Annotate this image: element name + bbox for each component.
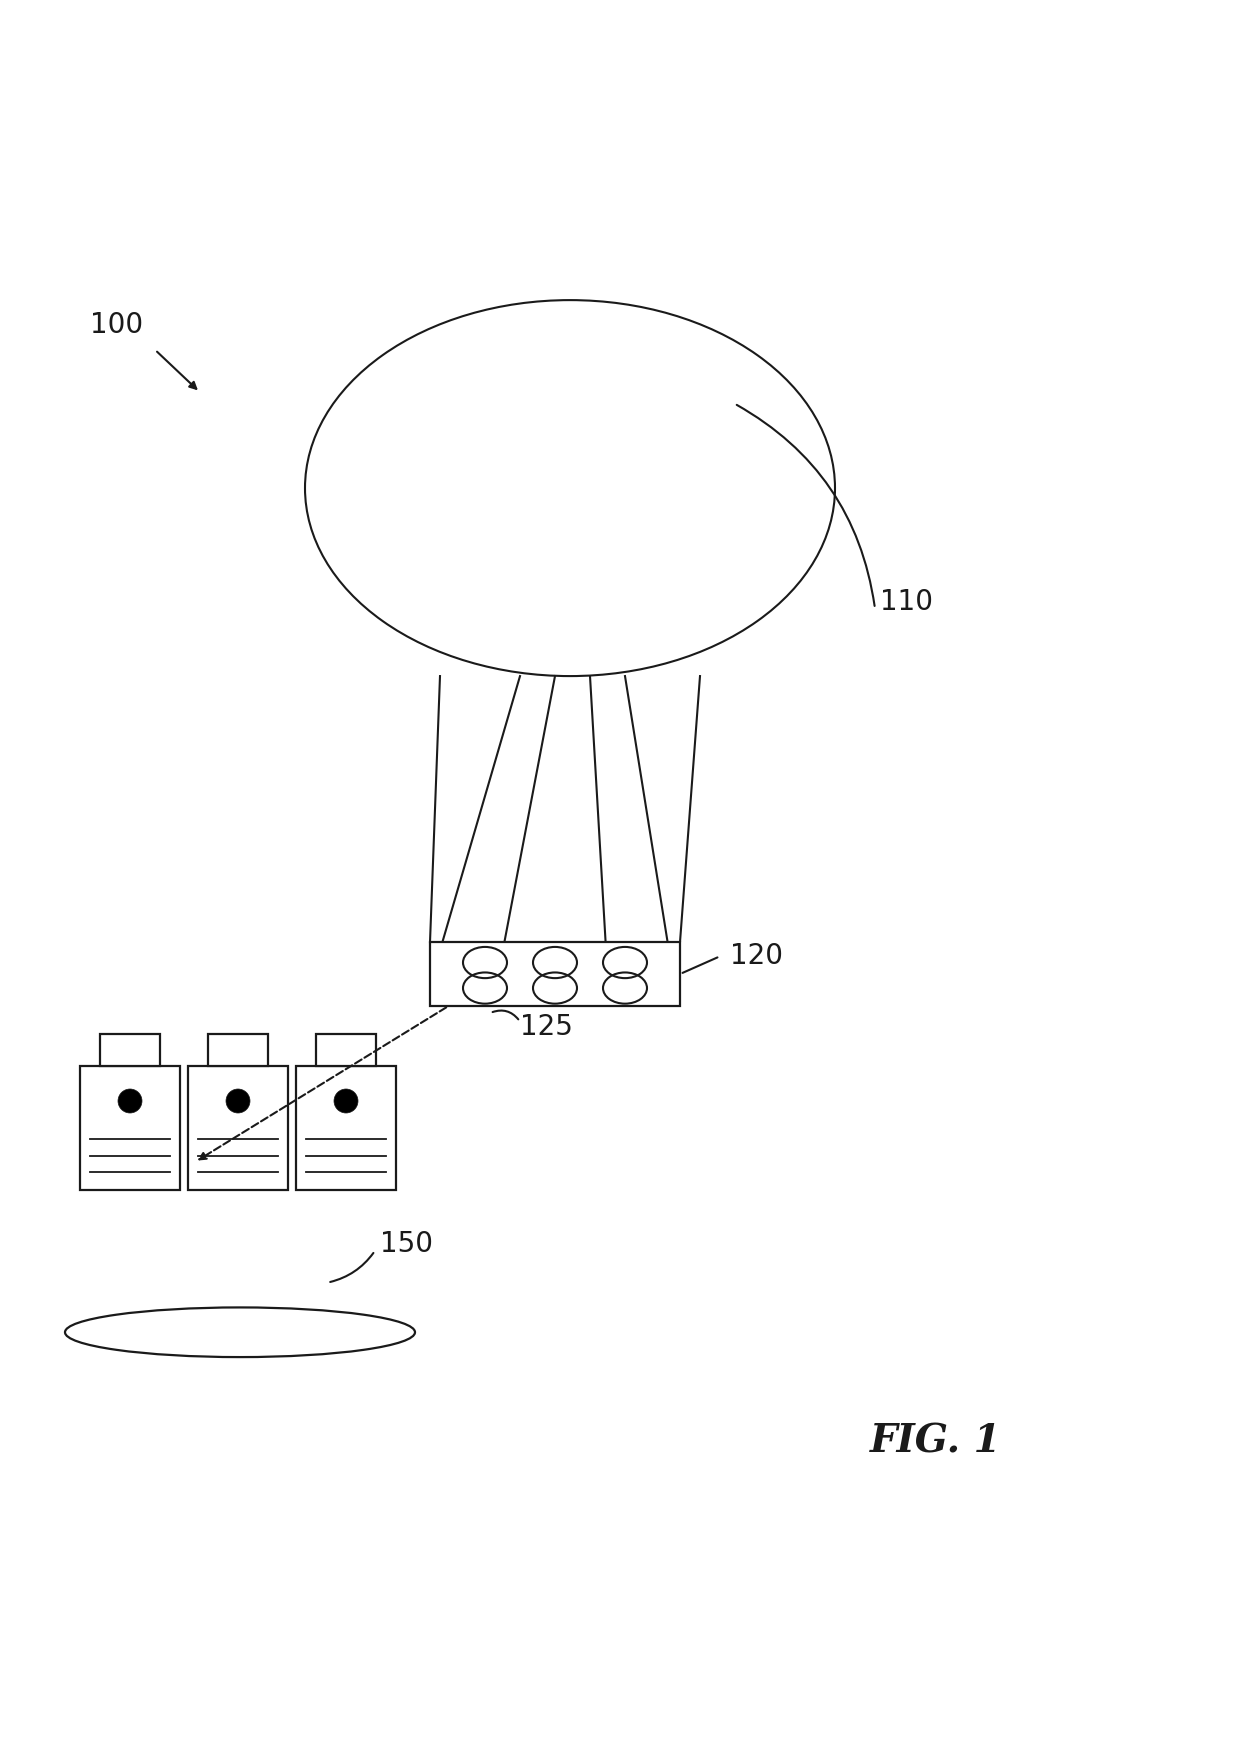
Text: 100: 100 [91,311,143,339]
Bar [208,1035,268,1066]
Bar [100,1035,160,1066]
Text: 120: 120 [730,942,782,970]
Text: 110: 110 [880,587,932,615]
Circle shape [226,1089,250,1113]
Bar [296,1066,396,1190]
Circle shape [118,1089,143,1113]
Circle shape [334,1089,358,1113]
Bar [430,942,680,1005]
Text: 150: 150 [379,1229,433,1257]
Bar [188,1066,288,1190]
Text: FIG. 1: FIG. 1 [870,1423,1002,1461]
Bar [81,1066,180,1190]
Ellipse shape [64,1308,415,1356]
Text: 125: 125 [520,1014,573,1042]
Bar [316,1035,376,1066]
